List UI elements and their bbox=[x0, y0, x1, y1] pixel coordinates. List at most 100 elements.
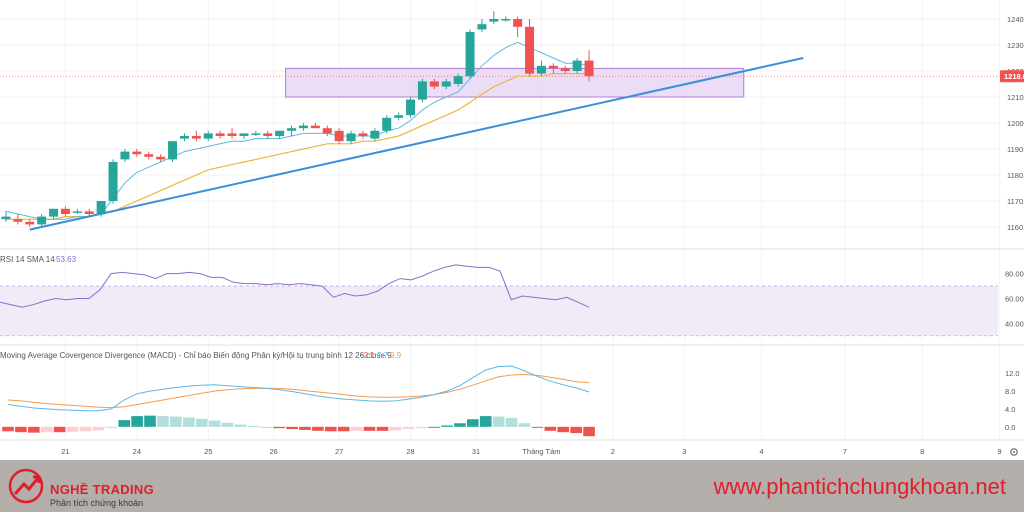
time-tick-label: 9 bbox=[998, 447, 1002, 456]
candle-body bbox=[441, 81, 451, 87]
macd-tick-label: 12.0 bbox=[1005, 369, 1020, 378]
macd-histogram-bar bbox=[273, 426, 285, 429]
settings-icon[interactable] bbox=[1010, 448, 1018, 456]
candle-body bbox=[108, 162, 118, 201]
macd-histogram-bar bbox=[299, 426, 311, 430]
footer-banner bbox=[0, 460, 1024, 512]
candle-body bbox=[334, 130, 344, 142]
candle-body bbox=[72, 211, 82, 213]
candle-body bbox=[168, 141, 178, 160]
macd-histogram-bar bbox=[350, 426, 363, 431]
time-axis: 21 24 25 26 27 28 31 Tháng Tám 2 3 4 7 8 9 bbox=[61, 447, 1001, 456]
macd-histogram-bar bbox=[144, 415, 156, 427]
candle-body bbox=[120, 151, 130, 160]
macd-histogram-bar bbox=[454, 423, 466, 427]
candle-body bbox=[227, 133, 237, 136]
candle-body bbox=[525, 26, 535, 74]
candle-body bbox=[465, 32, 475, 77]
macd-histogram-bar bbox=[157, 416, 169, 427]
candle-body bbox=[251, 133, 261, 135]
candle-body bbox=[203, 133, 213, 139]
macd-histogram-bar bbox=[118, 420, 131, 427]
candle-body bbox=[548, 65, 558, 69]
time-tick-label: 4 bbox=[760, 447, 764, 456]
last-price-tag-label: 1218.0 bbox=[1004, 72, 1024, 81]
macd-histogram-bar bbox=[467, 419, 479, 427]
time-tick-label: 31 bbox=[472, 447, 480, 456]
price-tick-label: 1190.0 bbox=[1007, 145, 1024, 154]
macd-tick-label: 0.0 bbox=[1005, 423, 1015, 432]
macd-histogram-bar bbox=[286, 426, 298, 430]
brand-tagline: Phân tích chứng khoán bbox=[50, 498, 144, 508]
macd-histogram-bar bbox=[208, 420, 221, 427]
rsi-value-label: 53.63 bbox=[56, 255, 77, 264]
last-price-tag bbox=[1000, 70, 1024, 83]
macd-histogram-bar bbox=[363, 426, 376, 431]
rsi-label: RSI 14 SMA 14 bbox=[0, 255, 55, 264]
macd-histogram-bar bbox=[182, 417, 195, 427]
macd-histogram-bar bbox=[337, 426, 350, 432]
time-tick-label: 21 bbox=[61, 447, 69, 456]
macd-signal-value: 9.9 bbox=[390, 351, 402, 360]
price-tick-label: 1200.0 bbox=[1007, 119, 1024, 128]
macd-histogram-bar bbox=[170, 416, 182, 427]
macd-histogram-bar bbox=[234, 424, 247, 427]
rsi-pane: RSI 14 SMA 14 53.63 80.00 60.00 40.00 bbox=[0, 255, 1024, 337]
price-tick-label: 1170.0 bbox=[1007, 197, 1024, 206]
time-tick-label: 7 bbox=[843, 447, 847, 456]
candle-body bbox=[263, 133, 273, 136]
candle-body bbox=[429, 81, 439, 87]
zone-rect bbox=[285, 67, 745, 98]
candle-body bbox=[489, 19, 499, 22]
candle-body bbox=[560, 68, 570, 71]
macd-line-value: 7.7 bbox=[377, 351, 389, 360]
candle-body bbox=[25, 221, 35, 225]
candle-body bbox=[382, 117, 392, 131]
time-tick-label: 2 bbox=[611, 447, 615, 456]
candle-body bbox=[60, 208, 70, 214]
macd-histogram-bar bbox=[518, 423, 531, 427]
candle-body bbox=[536, 65, 546, 74]
candle-body bbox=[513, 19, 523, 27]
price-tick-label: 1180.0 bbox=[1007, 171, 1024, 180]
grid-lines bbox=[0, 0, 1024, 441]
macd-pane: Moving Average Covergence Divergence (MA… bbox=[0, 351, 1020, 437]
macd-histogram-bar bbox=[66, 426, 79, 432]
candle-body bbox=[215, 133, 225, 136]
rsi-tick-label: 40.00 bbox=[1005, 319, 1024, 328]
time-tick-label: 25 bbox=[204, 447, 212, 456]
price-axis: 1240.01230.01220.01210.01200.01190.01180… bbox=[1000, 15, 1024, 232]
macd-line bbox=[7, 365, 590, 412]
macd-histogram-bar bbox=[479, 416, 492, 427]
price-tick-label: 1210.0 bbox=[1007, 93, 1024, 102]
macd-histogram-bar bbox=[557, 426, 570, 433]
candle-body bbox=[310, 125, 320, 129]
macd-histogram-bar bbox=[221, 422, 234, 427]
candle-body bbox=[298, 125, 308, 129]
macd-histogram-bar bbox=[53, 426, 66, 433]
candle-body bbox=[453, 76, 463, 84]
macd-histogram-bar bbox=[79, 426, 92, 432]
macd-hist-value: -2.1 bbox=[361, 351, 375, 360]
candle-body bbox=[394, 115, 404, 118]
candle-body bbox=[84, 211, 94, 214]
macd-histogram-bar bbox=[15, 426, 27, 433]
website-link[interactable]: www.phantichchungkhoan.net bbox=[713, 474, 1006, 499]
macd-histogram-bar bbox=[583, 426, 595, 437]
candle-body bbox=[96, 201, 106, 214]
macd-histogram-bar bbox=[544, 426, 557, 431]
time-tick-label: 27 bbox=[335, 447, 343, 456]
price-zone bbox=[285, 67, 745, 98]
macd-histogram-bar bbox=[389, 426, 402, 431]
candle-body bbox=[417, 81, 427, 100]
candle-body bbox=[132, 151, 142, 155]
macd-histogram-bar bbox=[441, 425, 453, 427]
rsi-tick-label: 80.00 bbox=[1005, 270, 1024, 279]
macd-histogram-bar bbox=[2, 426, 14, 432]
candle-body bbox=[501, 19, 511, 21]
candlesticks bbox=[1, 11, 594, 227]
macd-histogram-bar bbox=[92, 426, 105, 431]
candle-body bbox=[156, 156, 166, 160]
macd-histogram-bar bbox=[195, 418, 208, 427]
macd-signal-line bbox=[7, 373, 590, 409]
